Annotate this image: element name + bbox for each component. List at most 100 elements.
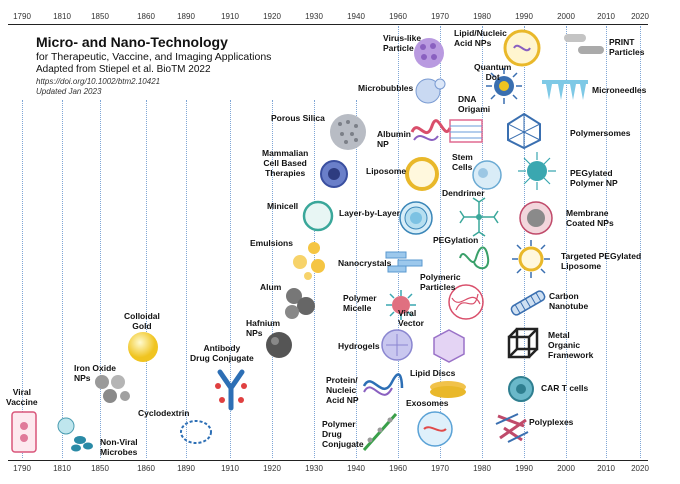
label-non-viral-microbes: Non-Viral Microbes xyxy=(100,437,138,457)
tick-bottom-1910: 1910 xyxy=(221,464,239,473)
quantum-dot-icon xyxy=(486,68,522,104)
gridline-1940 xyxy=(356,100,357,458)
label-microbubbles: Microbubbles xyxy=(358,83,414,93)
gridline-1850 xyxy=(100,100,101,458)
label-colloidal-gold: Colloidal Gold xyxy=(124,311,160,331)
label-emulsions: Emulsions xyxy=(250,238,293,248)
tick-top-2020: 2020 xyxy=(631,12,649,21)
label-mof: Metal Organic Framework xyxy=(548,330,594,360)
gridline-1960 xyxy=(398,26,399,458)
label-dendrimer: Dendrimer xyxy=(442,188,485,198)
gridline-1860 xyxy=(146,100,147,458)
tick-bottom-1980: 1980 xyxy=(473,464,491,473)
tick-top-1980: 1980 xyxy=(473,12,491,21)
doi-link[interactable]: https://doi.org/10.1002/btm2.10421 xyxy=(36,77,161,86)
exosomes-icon xyxy=(417,411,453,447)
tick-bottom-1920: 1920 xyxy=(263,464,281,473)
dna-origami-icon xyxy=(449,119,483,143)
alum-icon xyxy=(285,288,315,319)
label-virus-like: Virus-like Particle xyxy=(383,33,422,53)
gridline-1930 xyxy=(314,100,315,458)
label-liposome: Liposome xyxy=(366,166,407,176)
tick-bottom-2000: 2000 xyxy=(557,464,575,473)
albumin-np-icon xyxy=(410,119,452,141)
label-nanocrystals: Nanocrystals xyxy=(338,258,392,268)
label-layer-by-layer: Layer-by-Layer xyxy=(339,208,400,218)
metal-organic-framework-icon xyxy=(507,327,539,359)
label-hydrogels: Hydrogels xyxy=(338,341,380,351)
dendrimer-icon xyxy=(459,197,499,237)
tick-top-1940: 1940 xyxy=(347,12,365,21)
label-membrane-coated: Membrane Coated NPs xyxy=(566,208,614,228)
colloidal-gold-icon xyxy=(128,332,158,362)
bottom-axis-line xyxy=(8,460,648,461)
gridline-1910 xyxy=(230,100,231,458)
iron-oxide-icon xyxy=(95,375,130,403)
mammalian-cell-icon xyxy=(320,160,348,188)
tick-top-1790: 1790 xyxy=(13,12,31,21)
tick-top-2000: 2000 xyxy=(557,12,575,21)
emulsions-icon xyxy=(293,242,325,280)
tick-top-2010: 2010 xyxy=(597,12,615,21)
label-quantum-dot: Quantum Dot xyxy=(474,62,512,82)
hydrogels-icon xyxy=(381,329,413,361)
tick-bottom-1810: 1810 xyxy=(53,464,71,473)
tick-top-1930: 1930 xyxy=(305,12,323,21)
tick-top-1860: 1860 xyxy=(137,12,155,21)
label-cyclodextrin: Cyclodextrin xyxy=(138,408,190,418)
tick-bottom-1960: 1960 xyxy=(389,464,407,473)
tick-bottom-1850: 1850 xyxy=(91,464,109,473)
label-porous-silica: Porous Silica xyxy=(271,113,325,123)
gridline-1790 xyxy=(22,100,23,458)
viral-vector-icon xyxy=(433,329,465,363)
label-exosomes: Exosomes xyxy=(406,398,449,408)
minicell-icon xyxy=(302,200,334,232)
porous-silica-icon xyxy=(330,114,366,150)
label-polymersomes: Polymersomes xyxy=(570,128,631,138)
label-lipid-nucleic: Lipid/Nucleic Acid NPs xyxy=(454,28,507,48)
targeted-pegylated-liposome-icon xyxy=(512,240,550,278)
tick-top-1890: 1890 xyxy=(177,12,195,21)
updated-date: Updated Jan 2023 xyxy=(36,87,102,96)
gridline-1990 xyxy=(524,26,525,458)
tick-bottom-1860: 1860 xyxy=(137,464,155,473)
liposome-icon xyxy=(405,157,439,191)
top-axis-line xyxy=(8,24,648,25)
tick-top-1920: 1920 xyxy=(263,12,281,21)
tick-top-1990: 1990 xyxy=(515,12,533,21)
polymer-drug-conjugate-icon xyxy=(362,413,398,451)
lipid-nucleic-acid-np-icon xyxy=(503,29,541,67)
citation: Adapted from Stiepel et al. BioTM 2022 xyxy=(36,64,211,75)
gridline-1920 xyxy=(272,100,273,458)
tick-top-1960: 1960 xyxy=(389,12,407,21)
antibody-drug-conjugate-icon xyxy=(215,369,247,411)
tick-top-1850: 1850 xyxy=(91,12,109,21)
label-polymeric-particles: Polymeric Particles xyxy=(420,272,461,292)
layer-by-layer-icon xyxy=(399,201,433,235)
tick-bottom-1890: 1890 xyxy=(177,464,195,473)
label-carbon-nanotube: Carbon Nanotube xyxy=(549,291,589,311)
tick-bottom-1790: 1790 xyxy=(13,464,31,473)
tick-top-1970: 1970 xyxy=(431,12,449,21)
tick-top-1910: 1910 xyxy=(221,12,239,21)
print-particles-icon xyxy=(564,34,604,54)
viral-vaccine-icon xyxy=(11,411,37,453)
pegylated-polymer-np-icon xyxy=(518,152,556,190)
label-mammalian-cell: Mammalian Cell Based Therapies xyxy=(262,148,309,178)
label-iron-oxide: Iron Oxide NPs xyxy=(74,363,117,383)
tick-bottom-1990: 1990 xyxy=(515,464,533,473)
virus-like-particle-icon xyxy=(414,38,444,68)
label-protein-nucleic: Protein/ Nucleic Acid NP xyxy=(326,375,359,405)
label-minicell: Minicell xyxy=(267,201,299,211)
label-microneedles: Microneedles xyxy=(592,85,647,95)
gridline-2010 xyxy=(606,26,607,458)
gridline-1970 xyxy=(440,26,441,458)
diagram-title: Micro- and Nano-Technology xyxy=(36,34,228,50)
label-alum: Alum xyxy=(260,282,282,292)
cyclodextrin-icon xyxy=(180,420,212,444)
polymersomes-icon xyxy=(507,112,541,150)
polymeric-particles-icon xyxy=(448,284,484,320)
car-t-cell-icon xyxy=(508,376,534,402)
stem-cells-icon xyxy=(472,160,502,190)
